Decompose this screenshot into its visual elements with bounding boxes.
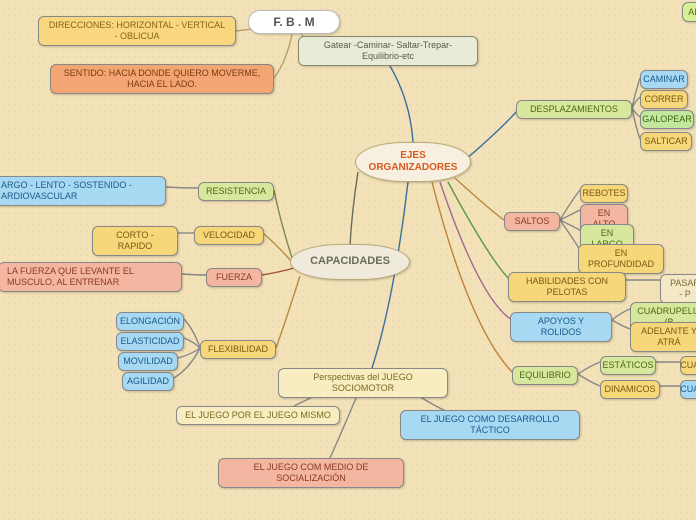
node-alu[interactable]: ALU [682,2,696,22]
mindmap-canvas: F. B . M DIRECCIONES: HORIZONTAL - VERTIC… [0,0,696,520]
node-correr[interactable]: CORRER [640,90,688,109]
node-dinam[interactable]: DINAMICOS [600,380,660,399]
node-juegosoc[interactable]: EL JUEGO COM MEDIO DE SOCIALIZACIÓN [218,458,404,488]
node-fuerza[interactable]: FUERZA [206,268,262,287]
node-juegotact[interactable]: EL JUEGO COMO DESARROLLO TÁCTICO [400,410,580,440]
node-rebotes[interactable]: REBOTES [580,184,628,203]
node-veloc[interactable]: VELOCIDAD [194,226,264,245]
node-galopear[interactable]: GALOPEAR [640,110,694,129]
node-cuan2[interactable]: CUAN [680,380,696,399]
node-movil[interactable]: MOVILIDAD [118,352,178,371]
node-flex[interactable]: FLEXIBILIDAD [200,340,276,359]
node-capacidades[interactable]: CAPACIDADES [290,244,410,280]
node-salticar[interactable]: SALTICAR [640,132,692,151]
node-elong[interactable]: ELONGACIÓN [116,312,184,331]
node-enprof[interactable]: EN PROFUNDIDAD [578,244,664,274]
node-direcciones[interactable]: DIRECCIONES: HORIZONTAL - VERTICAL - OBL… [38,16,236,46]
node-habpel[interactable]: HABILIDADES CON PELOTAS [508,272,626,302]
node-pasar[interactable]: PASAR - P [660,274,696,304]
node-juegomismo[interactable]: EL JUEGO POR EL JUEGO MISMO [176,406,340,425]
node-desplaz[interactable]: DESPLAZAMIENTOS [516,100,632,119]
node-fuerzatxt[interactable]: LA FUERZA QUE LEVANTE EL MUSCULO, AL ENT… [0,262,182,292]
node-resist[interactable]: RESISTENCIA [198,182,274,201]
node-sentido[interactable]: SENTIDO: HACIA DONDE QUIERO MOVERME, HAC… [50,64,274,94]
node-persp[interactable]: Perspectivas del JUEGO SOCIOMOTOR [278,368,448,398]
node-corto[interactable]: CORTO - RAPIDO [92,226,178,256]
node-fbm[interactable]: F. B . M [248,10,340,34]
node-adelante[interactable]: ADELANTE Y ATRÁ [630,322,696,352]
node-equil[interactable]: EQUILIBRIO [512,366,578,385]
node-gatear[interactable]: Gatear -Caminar- Saltar-Trepar- Equilibr… [298,36,478,66]
node-reslbl[interactable]: ARGO - LENTO - SOSTENIDO - ARDIOVASCULAR [0,176,166,206]
node-agil[interactable]: AGILIDAD [122,372,174,391]
node-saltos[interactable]: SALTOS [504,212,560,231]
node-estat[interactable]: ESTÁTICOS [600,356,656,375]
node-cuan1[interactable]: CUAN [680,356,696,375]
node-elast[interactable]: ELASTICIDAD [116,332,184,351]
node-caminar[interactable]: CAMINAR [640,70,688,89]
node-ejes[interactable]: EJES ORGANIZADORES [355,142,471,182]
node-apoyos[interactable]: APOYOS Y ROLIDOS [510,312,612,342]
